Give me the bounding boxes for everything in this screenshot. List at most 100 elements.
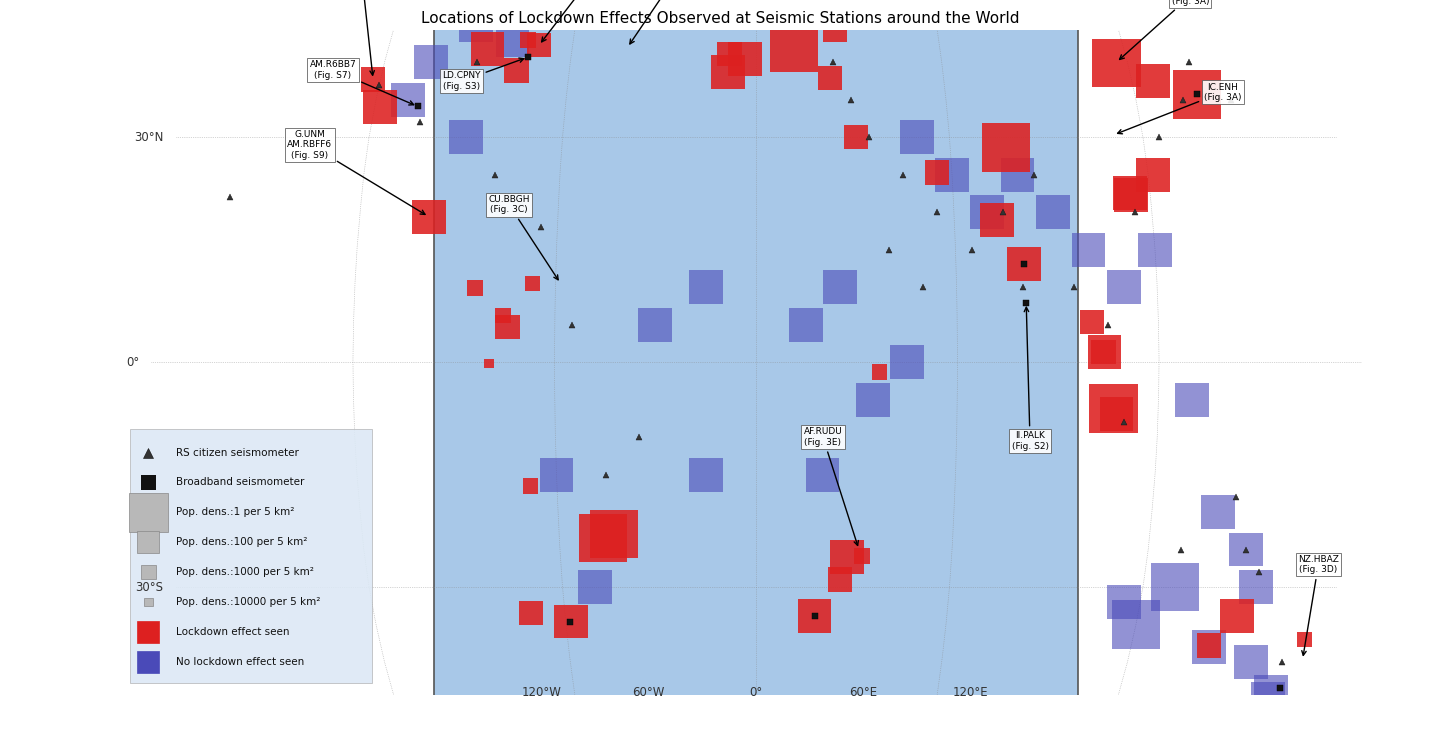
FancyBboxPatch shape — [792, 10, 808, 25]
FancyBboxPatch shape — [857, 383, 890, 417]
FancyBboxPatch shape — [141, 475, 156, 490]
FancyBboxPatch shape — [495, 23, 530, 57]
FancyBboxPatch shape — [523, 478, 539, 494]
FancyBboxPatch shape — [871, 364, 887, 380]
FancyBboxPatch shape — [590, 510, 638, 558]
FancyBboxPatch shape — [361, 67, 384, 92]
FancyBboxPatch shape — [801, 0, 824, 19]
FancyBboxPatch shape — [854, 548, 870, 564]
FancyBboxPatch shape — [711, 55, 744, 89]
Text: Broadband seismometer: Broadband seismometer — [176, 477, 304, 488]
FancyBboxPatch shape — [1024, 0, 1071, 13]
Text: 120°W: 120°W — [521, 686, 562, 698]
FancyBboxPatch shape — [1238, 570, 1273, 604]
Text: Pop. dens.:100 per 5 km²: Pop. dens.:100 per 5 km² — [176, 537, 307, 547]
FancyBboxPatch shape — [688, 270, 723, 304]
FancyBboxPatch shape — [137, 621, 160, 643]
Text: Locations of Lockdown Effects Observed at Seismic Stations around the World: Locations of Lockdown Effects Observed a… — [420, 11, 1020, 26]
FancyBboxPatch shape — [1138, 233, 1172, 267]
FancyBboxPatch shape — [540, 457, 573, 491]
Text: NZ.HBAZ
(Fig. 3D): NZ.HBAZ (Fig. 3D) — [1297, 555, 1339, 655]
Text: AM.R7FA5
(Fig. S4C): AM.R7FA5 (Fig. S4C) — [629, 0, 704, 44]
Text: Pop. dens.:1 per 5 km²: Pop. dens.:1 per 5 km² — [176, 507, 294, 517]
FancyBboxPatch shape — [818, 66, 842, 90]
FancyBboxPatch shape — [727, 42, 762, 76]
FancyBboxPatch shape — [1112, 600, 1161, 649]
FancyBboxPatch shape — [924, 160, 949, 185]
FancyBboxPatch shape — [1093, 39, 1140, 87]
FancyBboxPatch shape — [471, 32, 504, 66]
Text: LD.CPNY
(Fig. S3): LD.CPNY (Fig. S3) — [442, 58, 524, 91]
FancyBboxPatch shape — [828, 568, 852, 592]
Text: 60°W: 60°W — [632, 686, 665, 698]
Text: 60°E: 60°E — [850, 686, 877, 698]
FancyBboxPatch shape — [579, 514, 628, 562]
FancyBboxPatch shape — [137, 531, 160, 553]
FancyBboxPatch shape — [1220, 599, 1254, 633]
FancyBboxPatch shape — [1254, 675, 1287, 709]
FancyBboxPatch shape — [1100, 397, 1133, 431]
FancyBboxPatch shape — [363, 90, 397, 124]
Text: 30°N: 30°N — [134, 131, 164, 143]
Text: Pop. dens.:10000 per 5 km²: Pop. dens.:10000 per 5 km² — [176, 597, 320, 607]
FancyBboxPatch shape — [527, 33, 552, 58]
FancyBboxPatch shape — [844, 125, 868, 149]
FancyBboxPatch shape — [390, 83, 425, 117]
Text: 30°S: 30°S — [135, 581, 164, 593]
FancyBboxPatch shape — [1296, 632, 1312, 647]
FancyBboxPatch shape — [1071, 233, 1106, 267]
FancyBboxPatch shape — [520, 33, 536, 48]
FancyBboxPatch shape — [1151, 563, 1200, 611]
Text: IC.BJT
(Fig. 3A): IC.BJT (Fig. 3A) — [1119, 0, 1210, 59]
FancyBboxPatch shape — [1234, 645, 1269, 679]
Text: 0°: 0° — [749, 686, 763, 698]
FancyBboxPatch shape — [1113, 177, 1148, 211]
FancyBboxPatch shape — [822, 18, 847, 42]
FancyBboxPatch shape — [130, 429, 372, 683]
FancyBboxPatch shape — [524, 276, 540, 291]
FancyBboxPatch shape — [1201, 495, 1236, 529]
FancyBboxPatch shape — [890, 345, 924, 379]
FancyBboxPatch shape — [1080, 310, 1104, 334]
FancyBboxPatch shape — [971, 195, 1004, 229]
FancyBboxPatch shape — [798, 599, 831, 633]
FancyBboxPatch shape — [789, 307, 824, 341]
Text: G.UNM
AM.RBFF6
(Fig. S9): G.UNM AM.RBFF6 (Fig. S9) — [287, 130, 425, 214]
FancyBboxPatch shape — [412, 200, 445, 234]
FancyBboxPatch shape — [518, 602, 543, 625]
Text: IC.ENH
(Fig. 3A): IC.ENH (Fig. 3A) — [1117, 83, 1241, 134]
FancyBboxPatch shape — [783, 0, 818, 20]
Text: NC.MCY
(Fig. S5): NC.MCY (Fig. S5) — [344, 0, 382, 75]
Text: Pop. dens.:1000 per 5 km²: Pop. dens.:1000 per 5 km² — [176, 567, 314, 577]
FancyBboxPatch shape — [690, 457, 723, 491]
Text: CU.BBGH
(Fig. 3C): CU.BBGH (Fig. 3C) — [488, 195, 559, 280]
Text: 0°: 0° — [127, 355, 140, 369]
FancyBboxPatch shape — [982, 123, 1030, 172]
FancyBboxPatch shape — [739, 0, 786, 21]
FancyBboxPatch shape — [554, 605, 588, 638]
FancyBboxPatch shape — [1087, 336, 1122, 370]
FancyBboxPatch shape — [935, 157, 969, 191]
FancyBboxPatch shape — [831, 540, 864, 574]
FancyBboxPatch shape — [1090, 384, 1138, 433]
FancyBboxPatch shape — [822, 270, 857, 304]
FancyBboxPatch shape — [979, 202, 1014, 236]
FancyBboxPatch shape — [449, 120, 482, 154]
FancyBboxPatch shape — [1001, 157, 1034, 191]
FancyBboxPatch shape — [717, 42, 742, 67]
FancyBboxPatch shape — [1035, 195, 1070, 229]
FancyBboxPatch shape — [459, 8, 492, 42]
FancyBboxPatch shape — [1251, 682, 1284, 716]
FancyBboxPatch shape — [141, 565, 156, 579]
Text: 120°E: 120°E — [953, 686, 988, 698]
FancyBboxPatch shape — [1230, 533, 1263, 567]
FancyBboxPatch shape — [384, 0, 419, 20]
FancyBboxPatch shape — [770, 24, 818, 72]
FancyBboxPatch shape — [798, 0, 831, 6]
Text: II.PALK
(Fig. S2): II.PALK (Fig. S2) — [1011, 307, 1048, 451]
FancyBboxPatch shape — [130, 493, 167, 531]
FancyBboxPatch shape — [495, 307, 511, 324]
FancyBboxPatch shape — [1197, 633, 1221, 658]
Text: AM.R6BB7
(Fig. S7): AM.R6BB7 (Fig. S7) — [310, 60, 413, 105]
FancyBboxPatch shape — [1192, 630, 1225, 664]
